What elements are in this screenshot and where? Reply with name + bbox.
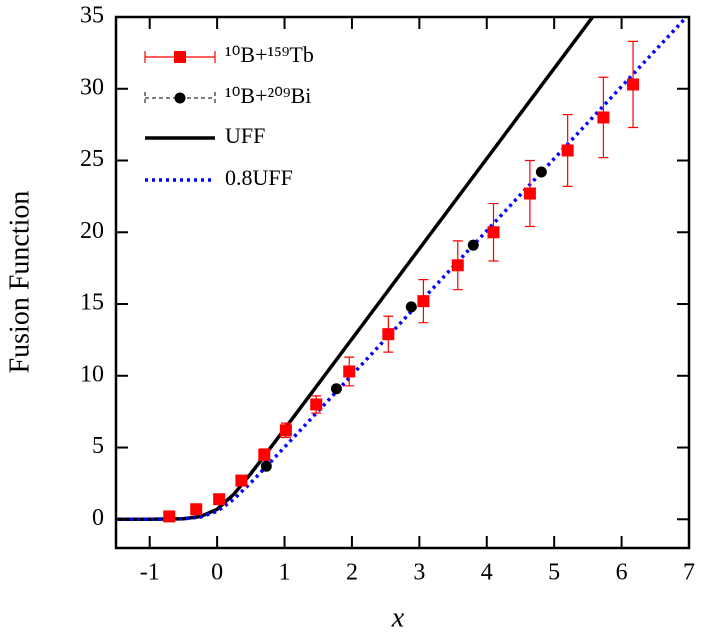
marker [330,383,342,395]
marker [382,328,395,341]
marker [627,78,640,91]
x-tick-label: 2 [346,560,358,586]
y-tick-label: 20 [80,218,104,244]
legend-label: 0.8UFF [225,165,293,190]
marker [163,510,176,523]
marker [487,226,500,239]
legend-label: UFF [225,123,265,148]
marker [310,398,323,411]
marker [597,111,610,124]
marker [258,448,271,461]
y-axis-label: Fusion Function [4,191,35,374]
y-tick-label: 25 [80,146,104,172]
marker [417,295,430,308]
y-tick-label: 10 [80,361,104,387]
x-tick-label: 6 [616,560,628,586]
legend-symbol [174,51,186,63]
x-tick-label: 5 [548,560,560,586]
marker [235,474,248,487]
marker [279,424,292,437]
marker [523,187,536,200]
legend-item: ¹⁰B+²⁰⁹Bi [144,83,311,108]
marker [405,301,417,313]
curve [116,17,595,522]
x-tick-label: 4 [481,560,493,586]
legend-label: ¹⁰B+¹⁵⁹Tb [225,42,314,67]
y-tick-label: 35 [80,3,104,29]
legend-item: ¹⁰B+¹⁵⁹Tb [144,42,314,67]
x-tick-label: -1 [140,560,160,586]
plot-area [116,17,689,523]
y-tick-label: 15 [80,290,104,316]
marker [535,166,547,178]
x-axis-label: x [391,602,405,633]
y-tick-label: 5 [92,433,104,459]
legend-item: UFF [145,123,265,148]
x-tick-label: 7 [683,560,695,586]
legend-label: ¹⁰B+²⁰⁹Bi [225,83,311,108]
marker [213,493,226,506]
y-tick-label: 30 [80,74,104,100]
marker [451,259,464,272]
legend-symbol [174,92,186,104]
marker [561,144,574,157]
x-tick-label: 1 [279,560,291,586]
x-tick-label: 3 [413,560,425,586]
marker [190,503,203,516]
x-tick-label: 0 [211,560,223,586]
axes-frame [114,15,691,550]
y-tick-label: 0 [92,505,104,531]
marker [467,239,479,251]
legend-item: 0.8UFF [145,165,293,190]
marker [343,365,356,378]
marker [260,460,272,472]
